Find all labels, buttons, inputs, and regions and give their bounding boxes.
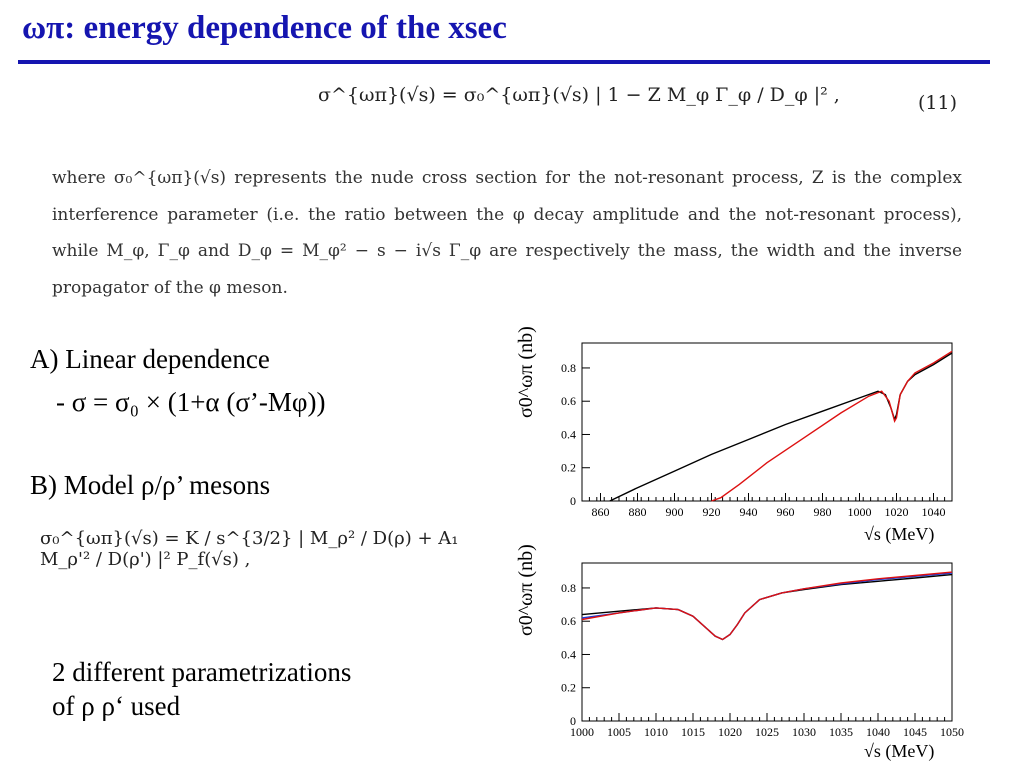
y-tick-label: 0.2 (561, 681, 576, 695)
x-tick-label: 960 (777, 505, 795, 519)
y-tick-label: 0.6 (561, 614, 576, 628)
y-tick-label: 0 (570, 494, 576, 508)
chart2-y-label: σ0^ωπ (nb) (515, 544, 537, 636)
equation-11-number: (11) (918, 92, 958, 114)
slide-title: ωπ: energy dependence of the xsec (22, 10, 507, 46)
chart-linear-fit: 0 0.2 0.4 0.6 0.8 860 880 900 920 940 960 980 1000 10… (561, 342, 953, 519)
x-tick-label: 980 (814, 505, 832, 519)
x-tick-label: 1015 (681, 725, 705, 739)
heading-model-rho: B) Model ρ/ρ’ mesons (30, 470, 271, 500)
x-tick-label: 1025 (755, 725, 779, 739)
y-tick-label: 0.4 (561, 427, 576, 441)
x-tick-label: 940 (740, 505, 758, 519)
x-tick-label: 920 (703, 505, 721, 519)
note-line-1: 2 different parametrizations (52, 657, 352, 687)
x-tick-label: 1035 (829, 725, 853, 739)
x-tick-label: 1045 (903, 725, 927, 739)
x-tick-label: 900 (666, 505, 684, 519)
series-line-0 (609, 352, 953, 502)
equation-11-body: σ^{ωπ}(√s) = σ₀^{ωπ}(√s) | 1 − Z M_φ Γ_φ… (318, 84, 840, 106)
x-tick-label: 1040 (922, 505, 946, 519)
series-line-2 (581, 571, 953, 641)
series-line-0 (581, 573, 953, 641)
title-underline (18, 60, 990, 64)
x-tick-label: 1050 (940, 725, 964, 739)
series-line-1 (711, 350, 953, 502)
chart1-x-label: √s (MeV) (864, 524, 935, 544)
y-tick-label: 0.8 (561, 581, 576, 595)
x-tick-label: 1000 (848, 505, 872, 519)
y-tick-label: 0 (570, 714, 576, 728)
plot-frame (581, 562, 953, 722)
chart1-y-label: σ0^ωπ (nb) (515, 326, 537, 418)
x-tick-label: 1010 (644, 725, 668, 739)
equation-11: σ^{ωπ}(√s) = σ₀^{ωπ}(√s) | 1 − Z M_φ Γ_φ… (300, 72, 990, 142)
rho-model-equation: σ₀^{ωπ}(√s) = K / s^{3/2} | M_ρ² / D(ρ) … (40, 528, 459, 570)
plot-frame (581, 342, 953, 502)
x-tick-label: 1000 (570, 725, 594, 739)
x-tick-label: 1040 (866, 725, 890, 739)
y-tick-label: 0.8 (561, 361, 576, 375)
y-tick-label: 0.6 (561, 394, 576, 408)
x-tick-label: 1005 (607, 725, 631, 739)
heading-linear-dependence: A) Linear dependence (30, 344, 270, 374)
chart2-x-label: √s (MeV) (864, 741, 935, 761)
chart-rho-model: 0 0.2 0.4 0.6 0.8 1000 1005 1010 1015 1020 1025 103… (561, 562, 964, 739)
series-line-1 (581, 572, 953, 641)
note-line-2: of ρ ρ‘ used (52, 691, 181, 721)
x-tick-label: 1030 (792, 725, 816, 739)
x-tick-label: 860 (592, 505, 610, 519)
y-tick-label: 0.2 (561, 461, 576, 475)
explanation-paragraph: where σ₀^{ωπ}(√s) represents the nude cr… (52, 168, 962, 298)
x-tick-label: 1020 (885, 505, 909, 519)
x-tick-label: 1020 (718, 725, 742, 739)
parametrizations-note: 2 different parametrizations of ρ ρ‘ use… (52, 655, 351, 723)
y-tick-label: 0.4 (561, 647, 576, 661)
x-tick-label: 880 (629, 505, 647, 519)
linear-formula: - σ = σ₀ × (1+α (σ’-Mφ)) (56, 387, 326, 417)
